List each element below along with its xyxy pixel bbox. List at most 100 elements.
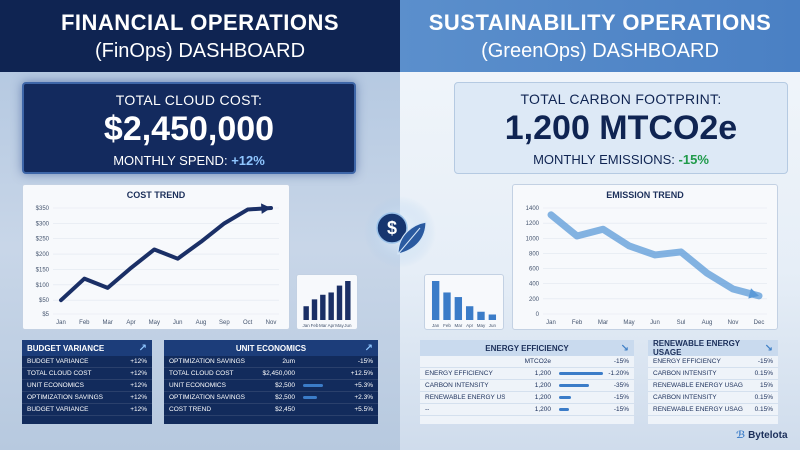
bar bbox=[320, 294, 326, 320]
y-tick-label: 600 bbox=[529, 267, 540, 273]
emission-bars-chart: Jan Feb Mar Apr May Jun bbox=[431, 281, 497, 328]
arrow-head bbox=[261, 203, 271, 214]
trend-up-icon[interactable]: ↗ bbox=[138, 342, 147, 354]
row-mid: $2,450 bbox=[275, 406, 295, 413]
x-tick-label: Feb bbox=[443, 323, 451, 328]
kpi-label: TOTAL CLOUD COST: bbox=[115, 92, 263, 108]
row-label: OPTIMIZATION SAVINGS bbox=[169, 394, 245, 401]
row-label: CARBON INTENSITY bbox=[653, 394, 717, 401]
row-mid: $2,450,000 bbox=[262, 370, 295, 377]
row-label: OPTIMIZATION SAVINGS bbox=[169, 358, 245, 365]
row-label: BUDGET VARIANCE bbox=[27, 406, 89, 413]
row-value: -15% bbox=[613, 406, 629, 413]
bar bbox=[328, 292, 334, 320]
budget-variance-table: BUDGET VARIANCE ↗ BUDGET VARIANCE +12% TOTA… bbox=[22, 340, 152, 424]
row-value: -15% bbox=[757, 358, 773, 365]
x-tick-label: Feb bbox=[79, 320, 90, 326]
row-bar bbox=[551, 394, 601, 401]
row-value: +12.5% bbox=[350, 370, 373, 377]
table-row: TOTAL CLOUD COST +12% bbox=[22, 368, 152, 380]
table-row: RENEWABLE ENERGY USAGE 0.15% bbox=[648, 404, 778, 416]
emission-trend-title: EMISSION TREND bbox=[606, 190, 684, 200]
table-row: TOTAL CLOUD COST $2,450,000 +12.5% bbox=[164, 368, 378, 380]
trend-down-icon[interactable]: ↘ bbox=[620, 342, 629, 354]
row-label: -- bbox=[425, 406, 430, 413]
x-tick-label: Jun bbox=[650, 320, 660, 326]
bar bbox=[477, 311, 485, 320]
table-header: UNIT ECONOMICS ↗ bbox=[164, 340, 378, 356]
table-row: CARBON INTENSITY 0.15% bbox=[648, 392, 778, 404]
row-mid: 2um bbox=[282, 358, 295, 365]
x-tick-label: Jan bbox=[56, 320, 66, 326]
x-tick-label: Aug bbox=[196, 320, 207, 326]
series-line bbox=[59, 206, 273, 303]
row-value: 15% bbox=[759, 382, 773, 389]
finops-subtitle: (FinOps) DASHBOARD bbox=[94, 40, 306, 62]
row-value: +5.3% bbox=[354, 382, 373, 389]
finops-title: FINANCIAL OPERATIONS bbox=[60, 10, 340, 35]
table-row: MTCO2e -15% bbox=[420, 356, 634, 368]
row-label: CARBON INTENSITY bbox=[425, 382, 489, 389]
row-label: RENEWABLE ENERGY USAGE bbox=[653, 382, 743, 389]
row-mid: 1,200 bbox=[534, 406, 551, 413]
row-value: 0.15% bbox=[754, 370, 773, 377]
table-row: -- 1,200 -15% bbox=[420, 404, 634, 416]
x-tick-label: Mar bbox=[102, 320, 112, 326]
row-bar bbox=[551, 382, 601, 389]
svg-text:$: $ bbox=[387, 218, 397, 238]
row-value: +5.5% bbox=[354, 406, 373, 413]
row-bar bbox=[551, 406, 601, 413]
x-tick-label: May bbox=[623, 320, 634, 326]
row-label: OPTIMIZATION SAVINGS bbox=[27, 394, 103, 401]
cost-bars-panel: Jan Feb Mar Apr May Jun bbox=[296, 274, 358, 330]
x-tick-label: May bbox=[477, 323, 486, 328]
brand-logo: ℬ Bytelota bbox=[736, 430, 788, 441]
y-tick-label: 1400 bbox=[526, 206, 540, 212]
bar bbox=[303, 306, 309, 320]
trend-down-icon[interactable]: ↘ bbox=[764, 342, 773, 354]
table-row: RENEWABLE ENERGY USAGE 1,200 -15% bbox=[420, 392, 634, 404]
bar bbox=[454, 297, 463, 320]
row-mid: 1,200 bbox=[534, 382, 551, 389]
greenops-header: SUSTAINABILITY OPERATIONS (GreenOps) DAS… bbox=[400, 0, 800, 72]
x-tick-label: Sep bbox=[219, 320, 230, 326]
x-tick-label: Nov bbox=[266, 320, 277, 326]
y-tick-label: 1000 bbox=[526, 236, 540, 242]
cost-trend-panel: COST TREND $5 $50 $100 $150 $200 $250 $300 $350… bbox=[22, 184, 290, 330]
table-header: BUDGET VARIANCE ↗ bbox=[22, 340, 152, 356]
table-row: COST TREND $2,450 +5.5% bbox=[164, 404, 378, 416]
row-value: -15% bbox=[357, 358, 373, 365]
row-value: -15% bbox=[613, 358, 629, 365]
bar bbox=[488, 314, 497, 320]
renewable-energy-table: RENEWABLE ENERGY USAGE ↘ ENERGY EFFICIENC… bbox=[648, 339, 778, 424]
table-row: CARBON INTENSITY 0.15% bbox=[648, 368, 778, 380]
x-tick-label: Dec bbox=[754, 320, 765, 326]
y-tick-label: $200 bbox=[36, 252, 50, 258]
trend-up-icon[interactable]: ↗ bbox=[364, 342, 373, 354]
cost-trend-chart: $5 $50 $100 $150 $200 $250 $300 $350 Jan Feb Mar Ap… bbox=[36, 203, 279, 326]
cost-trend-title: COST TREND bbox=[126, 190, 186, 200]
y-tick-label: 800 bbox=[529, 251, 540, 257]
table-row: BUDGET VARIANCE +12% bbox=[22, 404, 152, 416]
total-cloud-cost-card: TOTAL CLOUD COST: $2,450,000 MONTHLY SPE… bbox=[22, 82, 356, 174]
y-tick-label: $150 bbox=[36, 267, 50, 273]
row-label: ENERGY EFFICIENCY bbox=[425, 370, 493, 377]
row-label: RENEWABLE ENERGY USAGE bbox=[653, 406, 743, 413]
row-value: +12% bbox=[130, 406, 147, 413]
row-mid: $2,500 bbox=[275, 394, 295, 401]
dollar-leaf-icon: $ bbox=[364, 196, 436, 268]
emission-bars-panel: Jan Feb Mar Apr May Jun bbox=[424, 274, 504, 330]
bar bbox=[336, 285, 343, 320]
bar bbox=[345, 281, 351, 320]
row-bar bbox=[295, 382, 345, 389]
table-row: OPTIMIZATION SAVINGS $2,500 +2.3% bbox=[164, 392, 378, 404]
x-tick-label: Jan bbox=[303, 323, 311, 328]
row-value: -15% bbox=[613, 394, 629, 401]
x-tick-label: Sul bbox=[677, 320, 686, 326]
logo-icon: ℬ bbox=[736, 430, 746, 441]
x-tick-label: Jun bbox=[173, 320, 183, 326]
row-mid: 1,200 bbox=[534, 394, 551, 401]
total-carbon-card: TOTAL CARBON FOOTPRINT: 1,200 MTCO2e MON… bbox=[454, 82, 788, 174]
row-label: BUDGET VARIANCE bbox=[27, 358, 89, 365]
y-tick-label: $100 bbox=[36, 283, 50, 289]
